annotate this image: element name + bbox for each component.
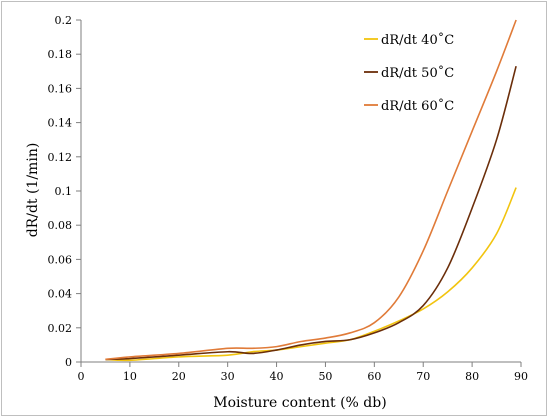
x-tick-label: 0 — [78, 370, 85, 383]
x-axis-label: Moisture content (% db) — [213, 395, 386, 411]
plot-series-group — [105, 19, 517, 362]
x-tick-label: 80 — [465, 370, 479, 383]
y-tick-label: 0.02 — [48, 322, 73, 335]
y-tick-label: 0.06 — [48, 253, 73, 266]
x-tick-label: 60 — [367, 370, 381, 383]
x-tick-label: 10 — [123, 370, 137, 383]
x-tick-label: 90 — [514, 370, 528, 383]
legend-label-2: dR/dt 50˚C — [381, 65, 454, 81]
legend-label-1: dR/dt 40˚C — [381, 32, 454, 48]
y-tick-label: 0.18 — [48, 48, 73, 61]
series-line-3 — [105, 19, 517, 361]
x-tick-label: 50 — [318, 370, 332, 383]
y-tick-label: 0.12 — [48, 151, 73, 164]
y-tick-label: 0.08 — [48, 219, 73, 232]
x-tick-label: 30 — [221, 370, 235, 383]
x-tick-label: 70 — [416, 370, 430, 383]
y-tick-label: 0.04 — [48, 288, 73, 301]
legend-label-3: dR/dt 60˚C — [381, 98, 454, 114]
y-axis-label: dR/dt (1/min) — [25, 143, 41, 238]
y-tick-label: 0.2 — [55, 14, 73, 27]
series-line-1 — [105, 187, 517, 362]
x-tick-label: 40 — [270, 370, 284, 383]
series-line-2 — [105, 65, 517, 361]
y-tick-label: 0.14 — [48, 117, 73, 130]
x-tick-label: 20 — [172, 370, 186, 383]
y-tick-label: 0.1 — [55, 185, 73, 198]
y-tick-label: 0 — [65, 356, 72, 369]
y-tick-label: 0.16 — [48, 82, 73, 95]
